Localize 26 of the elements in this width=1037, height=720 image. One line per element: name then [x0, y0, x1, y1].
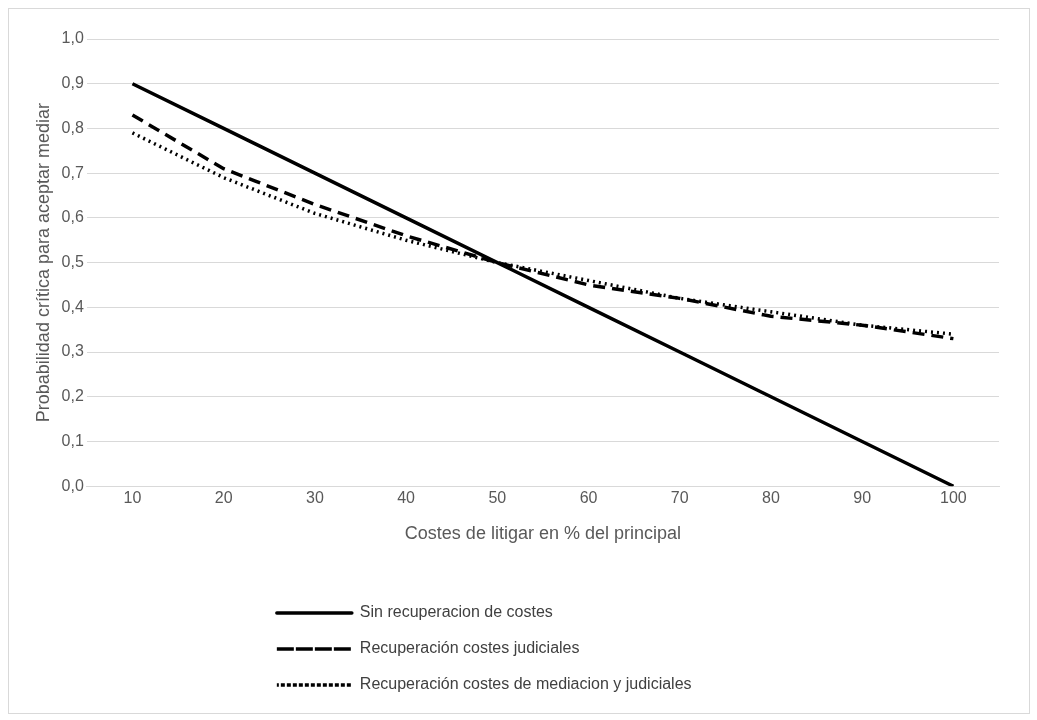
- x-tick-label: 90: [853, 489, 872, 507]
- y-axis-title: Probabilidad crítica para aceptar mediar: [32, 103, 53, 423]
- y-tick-label: 0,0: [61, 476, 84, 494]
- y-tick-label: 0,1: [61, 431, 84, 449]
- y-tick-label: 0,8: [61, 118, 84, 136]
- x-tick-label: 10: [123, 489, 142, 507]
- x-tick-label: 50: [488, 489, 507, 507]
- y-tick-label: 0,7: [61, 163, 84, 181]
- x-tick-label: 100: [940, 489, 967, 507]
- x-tick-label: 80: [762, 489, 780, 507]
- y-tick-label: 0,4: [61, 297, 84, 315]
- x-tick-label: 70: [670, 489, 689, 507]
- x-tick-label: 20: [214, 489, 233, 507]
- legend-label: Recuperación costes judiciales: [359, 639, 580, 657]
- legend-label: Recuperación costes de mediacion y judiciales: [359, 675, 692, 693]
- x-tick-label: 40: [397, 489, 416, 507]
- x-tick-label: 60: [579, 489, 598, 507]
- y-tick-label: 0,2: [61, 387, 84, 405]
- legend-label: Sin recuperacion de costes: [359, 603, 553, 621]
- x-axis-title: Costes de litigar en % del principal: [404, 523, 681, 544]
- y-tick-label: 0,5: [61, 253, 84, 271]
- y-tick-label: 1,0: [61, 29, 84, 47]
- y-tick-label: 0,3: [61, 342, 84, 360]
- y-tick-label: 0,9: [61, 74, 84, 92]
- x-tick-label: 30: [305, 489, 324, 507]
- y-tick-label: 0,6: [61, 208, 84, 226]
